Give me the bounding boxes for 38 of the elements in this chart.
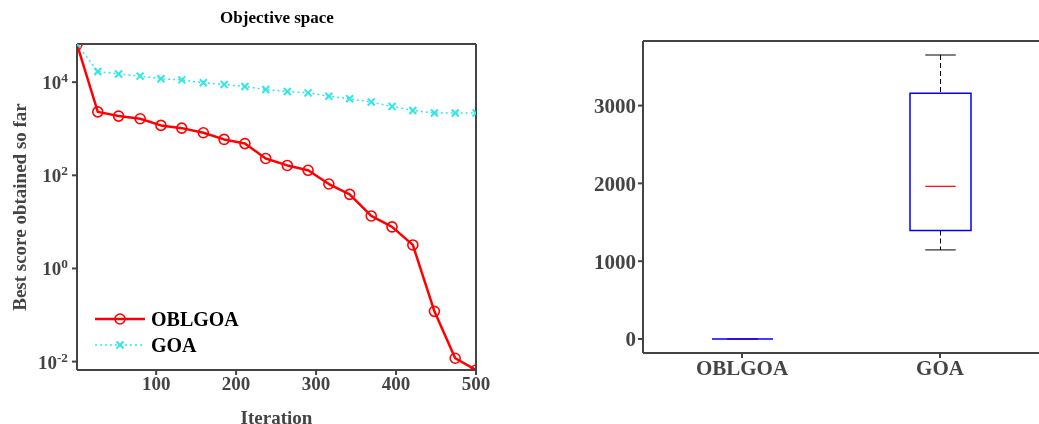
point: [134, 112, 146, 125]
point: [343, 188, 356, 201]
point: [449, 352, 462, 365]
point: [175, 122, 188, 134]
y-tick-label: 10$^{0}$: [42, 255, 69, 280]
x-tick-label: 500: [461, 373, 491, 395]
point: [302, 164, 314, 177]
x-tick-label: 200: [221, 373, 251, 395]
point: [386, 221, 398, 233]
x-tick-label: GOA: [916, 355, 965, 380]
point: [218, 133, 230, 146]
point: [239, 137, 251, 150]
y-tick-label: 10$^{-2}$: [37, 349, 69, 373]
point: [197, 126, 210, 139]
x-tick-label: 300: [301, 373, 331, 395]
point: [407, 239, 419, 251]
point: [259, 152, 272, 165]
point: [323, 178, 335, 190]
point: [155, 119, 167, 132]
y-tick-label: 0: [625, 327, 636, 352]
y-tick-label: 10$^{2}$: [42, 162, 69, 187]
x-tick-label: OBLGOA: [695, 355, 789, 380]
legend-label: OBLGOA: [151, 307, 239, 332]
y-tick-label: 10$^{4}$: [42, 69, 69, 94]
x-tick-label: 100: [141, 373, 171, 395]
chart-title: Objective space: [219, 8, 335, 28]
point: [281, 159, 294, 172]
point: [365, 210, 378, 222]
x-tick-label: 400: [381, 373, 411, 395]
y-axis-title: Best score obtained so far: [9, 102, 30, 311]
legend-label: GOA: [151, 333, 197, 358]
point: [112, 110, 125, 122]
point: [428, 305, 441, 318]
y-tick-label: 2000: [594, 171, 636, 196]
y-tick-label: 3000: [594, 94, 636, 119]
y-tick-label: 1000: [594, 249, 636, 274]
point: [91, 106, 104, 118]
x-axis-title: Iteration: [240, 407, 313, 424]
